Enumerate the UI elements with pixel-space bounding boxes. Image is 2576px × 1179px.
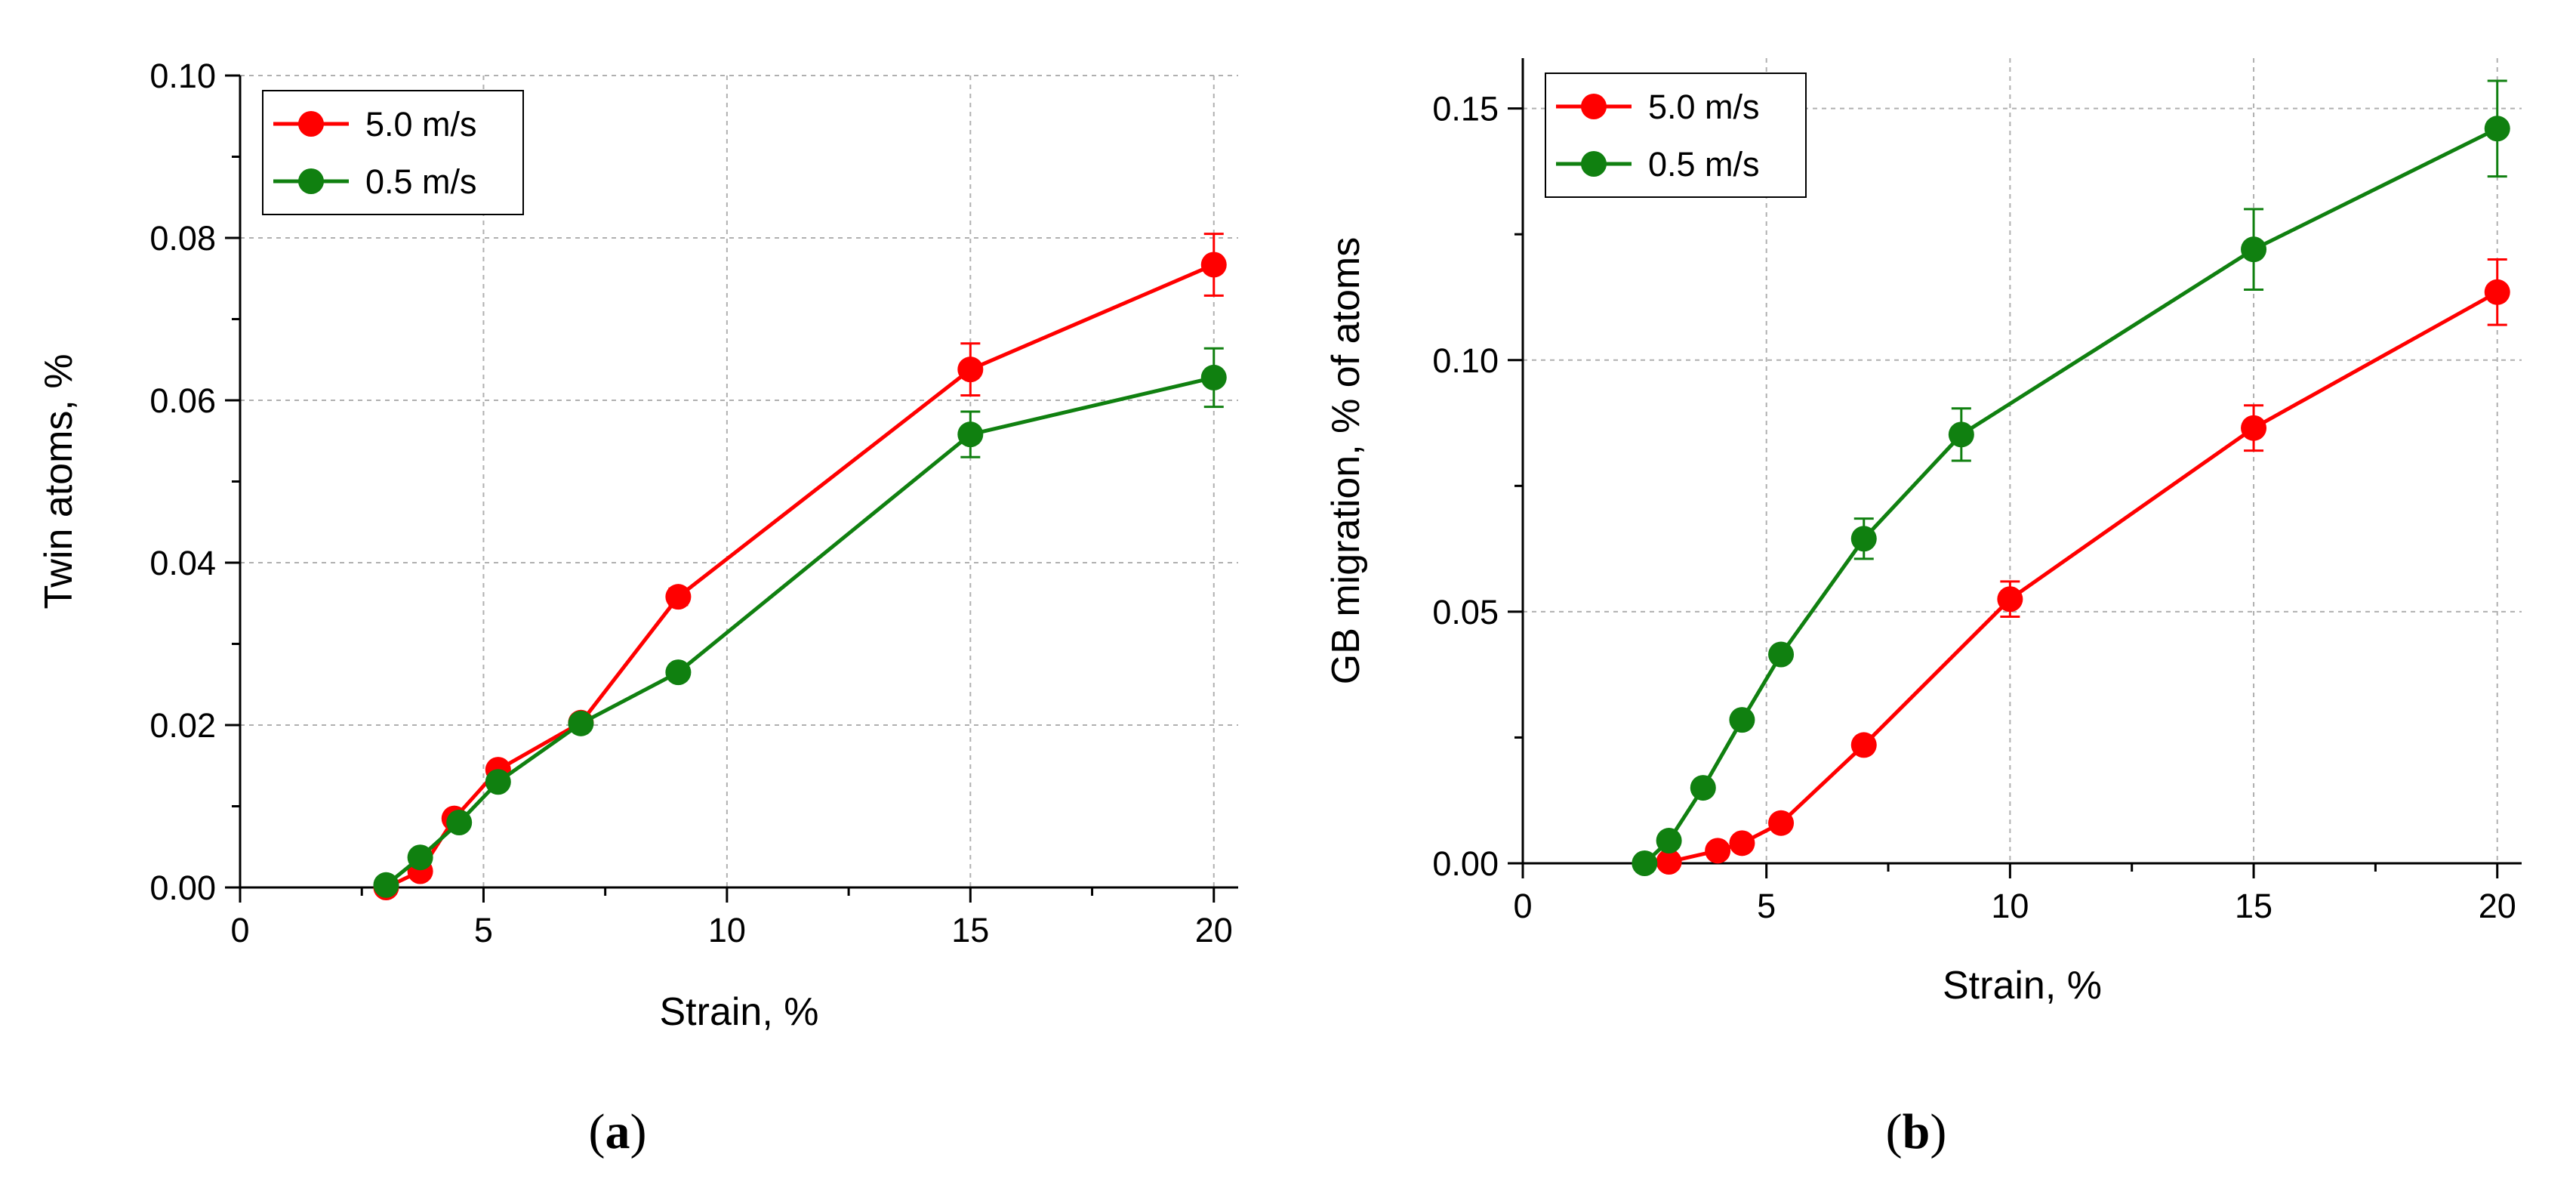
panel-b-data-point xyxy=(1850,732,1877,758)
panel-a-legend-box xyxy=(262,90,524,215)
panel-a-legend-marker xyxy=(298,111,324,137)
panel-a-grid xyxy=(240,75,1238,887)
panel-b-series-line xyxy=(1669,290,2498,864)
panel-a-data-point xyxy=(1200,364,1227,390)
panel-a-legend-label: 5.0 m/s xyxy=(365,105,477,144)
panel-a-series-line xyxy=(385,263,1215,890)
panel-b-data-point xyxy=(1656,849,1682,875)
panel-a-y-tick-label: 0.00 xyxy=(149,869,216,907)
panel-a-data-point xyxy=(957,356,984,383)
panel-b-data-point xyxy=(1705,838,1731,864)
panel-a-y-tick-label: 0.10 xyxy=(149,57,216,95)
panel-a-x-tick-label: 0 xyxy=(230,911,249,949)
panel-a-data-point xyxy=(665,659,692,686)
panel-a-x-tick-label: 5 xyxy=(474,911,493,949)
panel-a-data-point xyxy=(665,584,692,610)
panel-b-legend-marker xyxy=(1581,151,1607,177)
panel-a-legend-label: 0.5 m/s xyxy=(365,162,477,201)
panel-b-data-point xyxy=(1690,775,1716,801)
panel-a-x-tick-label: 15 xyxy=(951,911,989,949)
panel-b-y-tick-label: 0.00 xyxy=(1432,844,1499,883)
panel-b-data-point xyxy=(1656,828,1682,854)
panel-a-data-point xyxy=(957,421,984,448)
panel-b-data-point xyxy=(1997,586,2023,613)
panel-a-y-tick-label: 0.06 xyxy=(149,381,216,420)
panel-b-data-point xyxy=(2241,236,2267,263)
panel-a-y-tick-label: 0.02 xyxy=(149,706,216,745)
panel-a-chart: 0 5 10 15 20 0.00 0.02 0.04 0.06 0.08 0.10 Strain, … xyxy=(37,57,1238,1034)
panel-b-data-point xyxy=(1729,707,1755,733)
panel-b-y-axis-title: GB migration, % of atoms xyxy=(1324,237,1368,684)
panel-b-legend: 5.0 m/s 0.5 m/s xyxy=(1545,73,1807,198)
panel-b-x-tick-label: 5 xyxy=(1757,887,1776,925)
panel-b-label: (b) xyxy=(1886,1104,1947,1159)
panel-a-y-axis-title: Twin atoms, % xyxy=(37,353,81,609)
panel-a-data-point xyxy=(485,769,511,795)
panel-a-legend: 5.0 m/s 0.5 m/s xyxy=(262,90,524,215)
panel-b-x-axis-title: Strain, % xyxy=(1943,964,2102,1008)
panel-b-data-point xyxy=(1632,850,1658,876)
panel-b-x-tick-label: 0 xyxy=(1513,887,1532,925)
panel-b-legend-marker xyxy=(1581,94,1607,119)
panel-b-y-tick-label: 0.15 xyxy=(1432,90,1499,128)
panel-a-y-tick-label: 0.04 xyxy=(149,544,216,582)
panel-a-series-line xyxy=(384,375,1215,887)
panel-a-data-point xyxy=(1200,252,1227,278)
panel-a-data-point xyxy=(407,844,433,871)
panel-b-data-point xyxy=(1729,830,1755,856)
panel-b-data-point xyxy=(2484,279,2510,305)
panel-b-data-point xyxy=(2484,116,2510,142)
panel-b-y-tick-label: 0.05 xyxy=(1432,593,1499,631)
panel-a-legend-marker xyxy=(298,168,324,194)
panel-b-data-point xyxy=(1850,526,1877,552)
panel-a-y-tick-label: 0.08 xyxy=(149,219,216,258)
panel-a-data-point xyxy=(568,710,594,736)
panel-a-x-axis-title: Strain, % xyxy=(660,990,819,1034)
panel-b-x-tick-label: 15 xyxy=(2235,887,2272,925)
panel-b-x-tick-label: 20 xyxy=(2479,887,2516,925)
panel-b-data-point xyxy=(1768,641,1795,668)
panel-b-data-point xyxy=(1768,810,1795,836)
panel-b-series-line xyxy=(1643,127,2498,865)
panel-a-series-0 xyxy=(373,233,1227,900)
panel-b-series-1 xyxy=(1632,79,2510,876)
panel-b-chart: 0 5 10 15 20 0.00 0.05 0.10 0.15 Strain, % GB migr… xyxy=(1324,58,2522,1008)
panel-a-x-tick-label: 20 xyxy=(1195,911,1233,949)
panel-b-x-tick-label: 10 xyxy=(1991,887,2029,925)
panel-b-y-tick-label: 0.10 xyxy=(1432,341,1499,380)
panel-b-series-0 xyxy=(1656,258,2510,875)
panel-a-data-point xyxy=(373,872,399,898)
panel-a-data-point xyxy=(446,810,473,835)
panel-b-legend-box xyxy=(1545,73,1807,198)
panel-b-data-point xyxy=(2241,415,2267,441)
panel-a-x-tick-label: 10 xyxy=(708,911,746,949)
panel-b-data-point xyxy=(1948,421,1974,448)
panel-b-legend-label: 0.5 m/s xyxy=(1648,145,1760,184)
panel-a-label: (a) xyxy=(589,1104,647,1159)
panel-a-series-1 xyxy=(373,347,1227,898)
panel-b-legend-label: 5.0 m/s xyxy=(1648,88,1760,126)
